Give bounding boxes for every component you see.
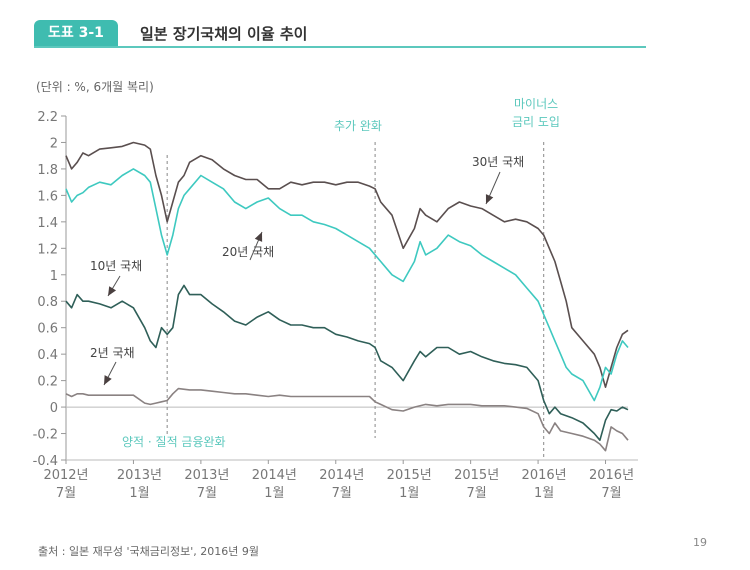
- y-tick-label: -0.2: [33, 428, 58, 443]
- x-tick-label-year: 2012년: [43, 468, 88, 483]
- event-label-qqe: 양적 · 질적 금융완화: [122, 435, 226, 449]
- event-labels: 양적 · 질적 금융완화 추가 완화 마이너스 금리 도입: [122, 97, 560, 449]
- x-tick-label-month: 1월: [264, 486, 284, 501]
- y-tick-label: 0.8: [37, 295, 58, 310]
- x-tick-label-year: 2014년: [252, 468, 297, 483]
- label-10y: 10년 국채: [90, 259, 142, 273]
- y-tick-label: 0: [50, 401, 58, 416]
- y-tick-label: 0.6: [37, 322, 58, 337]
- x-tick-label-year: 2016년: [522, 468, 567, 483]
- x-tick-label-month: 1월: [534, 486, 554, 501]
- series-line-bond30: [65, 141, 629, 389]
- x-tick-label-month: 7월: [601, 486, 621, 501]
- label-arrows: [103, 171, 501, 386]
- x-tick-label-month: 7월: [467, 486, 487, 501]
- event-markers: [166, 142, 545, 460]
- y-tick-label: 2.2: [37, 110, 58, 125]
- page-number: 19: [693, 536, 707, 549]
- source-note: 출처 : 일본 재무성 '국채금리정보', 2016년 9월: [38, 545, 260, 558]
- unit-note: (단위 : %, 6개월 복리): [36, 80, 154, 94]
- x-tick-label-year: 2014년: [319, 468, 364, 483]
- y-tick-label: 1: [50, 269, 58, 284]
- series-line-bond2: [65, 387, 629, 452]
- figure-badge: 도표 3-1: [34, 20, 118, 46]
- axes: 2.221.81.61.41.210.80.60.40.20-0.2-0.420…: [33, 110, 638, 501]
- x-tick-label-year: 2016년: [589, 468, 634, 483]
- event-label-negative-rate-2: 금리 도입: [512, 115, 560, 129]
- x-tick-label-year: 2013년: [117, 468, 162, 483]
- figure-header: 도표 3-1 일본 장기국채의 이율 추이: [34, 20, 646, 48]
- series-line-bond10: [65, 284, 629, 442]
- arrow-20y-head: [254, 232, 263, 242]
- arrow-10y-head: [108, 286, 117, 296]
- figure-title: 일본 장기국채의 이율 추이: [140, 25, 308, 43]
- label-20y: 20년 국채: [222, 245, 274, 259]
- x-tick-label-month: 7월: [332, 486, 352, 501]
- y-tick-label: -0.4: [33, 454, 58, 469]
- y-tick-label: 1.8: [37, 163, 58, 178]
- x-tick-label-month: 1월: [129, 486, 149, 501]
- y-tick-label: 0.4: [37, 348, 58, 363]
- y-tick-label: 1.6: [37, 189, 58, 204]
- y-tick-label: 1.4: [37, 216, 58, 231]
- x-tick-label-month: 1월: [399, 486, 419, 501]
- y-tick-label: 1.2: [37, 242, 58, 257]
- series-labels: 30년 국채 20년 국채 10년 국채 2년 국채: [90, 155, 524, 360]
- x-tick-label-month: 7월: [197, 486, 217, 501]
- arrow-2y-head: [104, 375, 112, 385]
- x-tick-label-month: 7월: [56, 486, 76, 501]
- line-chart: 2.221.81.61.41.210.80.60.40.20-0.2-0.420…: [33, 97, 638, 501]
- y-tick-label: 2: [50, 136, 58, 151]
- arrow-30y-head: [485, 194, 494, 204]
- y-tick-label: 0.2: [37, 375, 58, 390]
- series-lines: [65, 141, 629, 452]
- label-2y: 2년 국채: [90, 346, 135, 360]
- x-tick-label-year: 2015년: [454, 468, 499, 483]
- label-30y: 30년 국채: [472, 155, 524, 169]
- series-line-bond20: [65, 168, 629, 402]
- event-label-negative-rate-1: 마이너스: [514, 97, 558, 111]
- x-tick-label-year: 2015년: [387, 468, 432, 483]
- x-tick-label-year: 2013년: [184, 468, 229, 483]
- event-label-additional-easing: 추가 완화: [334, 119, 382, 133]
